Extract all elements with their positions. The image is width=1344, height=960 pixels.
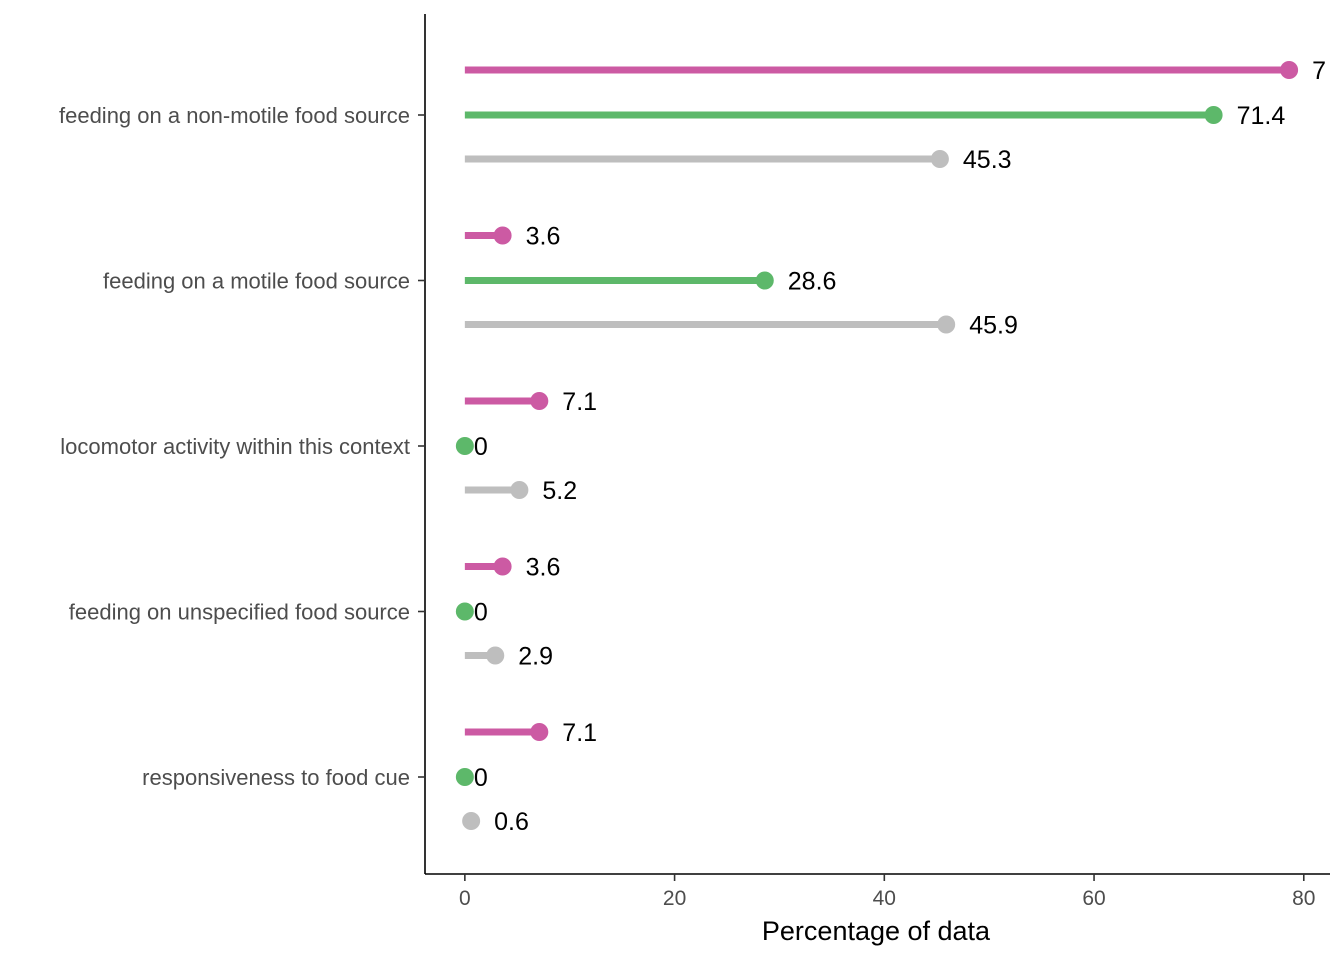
data-label: 0 — [474, 764, 488, 792]
data-label: 5.2 — [542, 477, 577, 505]
lollipop-point — [937, 315, 956, 334]
x-tick-label: 0 — [459, 887, 471, 910]
lollipop-point — [530, 723, 549, 741]
x-tick-label: 20 — [663, 887, 686, 910]
y-tick-label: locomotor activity within this context — [60, 434, 410, 459]
data-label: 0 — [474, 599, 488, 627]
y-tick-label: responsiveness to food cue — [142, 765, 410, 790]
x-tick-label: 60 — [1082, 887, 1105, 910]
y-tick-label: feeding on a motile food source — [103, 269, 410, 294]
lollipop-point — [455, 437, 474, 455]
y-axis-ticks: feeding on a non-motile food source feedi… — [59, 103, 425, 790]
data-label: 71.4 — [1237, 102, 1286, 130]
lollipop-point — [530, 392, 549, 410]
data-label: 0 — [474, 433, 488, 461]
data-label: 0.6 — [494, 808, 529, 836]
data-label: 7 — [1312, 57, 1326, 85]
lollipop-point — [493, 557, 512, 576]
lollipop-point — [930, 150, 949, 168]
lollipop-point — [455, 602, 474, 621]
data-label: 45.9 — [969, 312, 1018, 340]
lollipop-point — [455, 768, 474, 786]
data-label: 45.3 — [963, 146, 1012, 174]
x-tick-label: 80 — [1292, 887, 1315, 910]
lollipop-point — [510, 481, 529, 499]
x-axis-title: Percentage of data — [762, 916, 991, 946]
data-label: 7.1 — [562, 388, 597, 416]
lollipop-point — [493, 226, 512, 245]
data-label: 3.6 — [526, 223, 561, 251]
lollipop-point — [755, 271, 774, 290]
x-tick-label: 40 — [873, 887, 896, 910]
data-label: 3.6 — [526, 554, 561, 582]
data-label: 28.6 — [788, 268, 837, 296]
data-label: 7.1 — [562, 719, 597, 747]
y-tick-label: feeding on unspecified food source — [69, 600, 410, 625]
lollipop-point — [462, 812, 481, 830]
lollipop-point — [1204, 106, 1223, 124]
x-axis-ticks: 0 20 40 60 80 — [459, 874, 1315, 910]
plot-marks: 7 3.6 7.1 3.6 7.1 71.4 28.6 0 0 0 45.3 45.9 5.2 2.9 0.… — [455, 57, 1326, 836]
lollipop-point — [486, 646, 505, 665]
data-label: 2.9 — [518, 643, 553, 671]
lollipop-point — [1280, 61, 1299, 79]
y-tick-label: feeding on a non-motile food source — [59, 103, 410, 128]
